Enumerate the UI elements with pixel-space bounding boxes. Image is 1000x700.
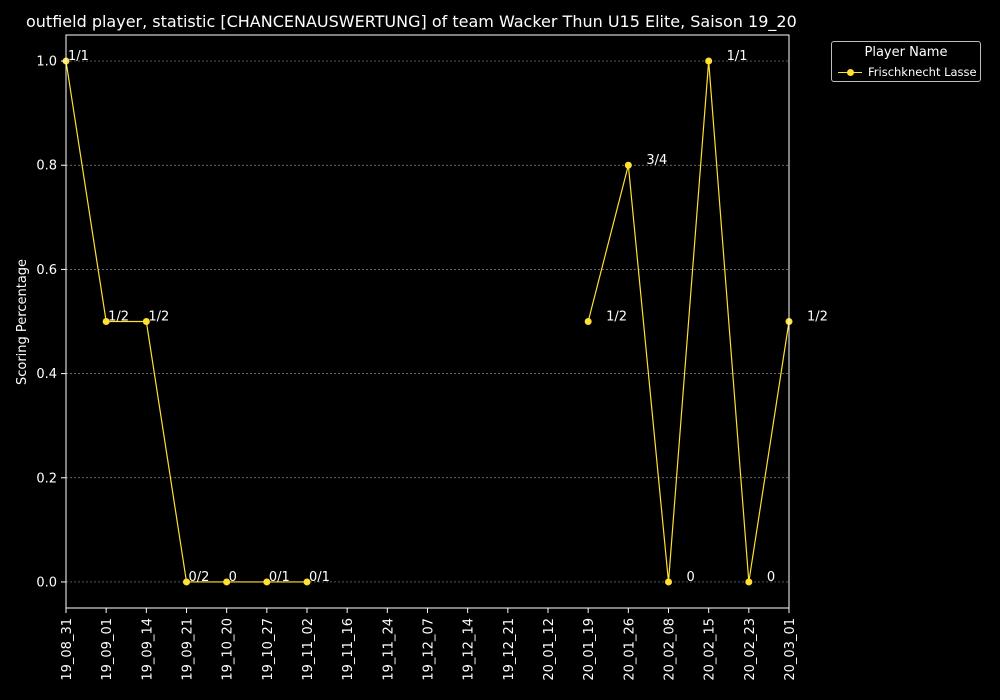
x-tick-label: 20_01_19 (582, 618, 597, 681)
x-tick-label: 20_01_26 (622, 618, 637, 681)
data-label: 1/2 (108, 310, 129, 325)
legend: Player Name Frischknecht Lasse (831, 41, 981, 82)
data-label: 1/1 (727, 49, 748, 64)
grid-lines (66, 60, 789, 583)
x-tick-label: 20_02_15 (703, 618, 718, 681)
x-tick-label: 19_11_16 (341, 618, 356, 681)
data-label: 1/2 (606, 310, 627, 325)
x-tick-label: 19_11_24 (381, 618, 396, 681)
data-point (142, 318, 150, 325)
data-point (183, 578, 190, 586)
data-label: 1/1 (68, 49, 89, 64)
data-point (705, 57, 713, 65)
x-tick-label: 19_11_02 (301, 618, 316, 681)
legend-label: Frischknecht Lasse (868, 65, 977, 79)
x-tick-label: 20_01_12 (542, 618, 557, 681)
data-label: 0/1 (269, 570, 290, 585)
x-tick-label: 19_08_31 (60, 618, 75, 681)
plot-frame (65, 34, 790, 609)
data-label: 3/4 (646, 153, 667, 168)
x-tick-label: 20_02_08 (663, 618, 678, 681)
series-line (587, 60, 790, 583)
data-point (624, 161, 632, 169)
data-label: 0/2 (189, 570, 210, 585)
y-axis-label: Scoring Percentage (15, 259, 30, 385)
x-tick-label: 19_10_20 (221, 618, 236, 681)
data-label: 0 (767, 570, 775, 585)
y-tick-label: 1.0 (36, 55, 57, 70)
data-label: 1/2 (148, 310, 169, 325)
legend-title: Player Name (864, 45, 948, 60)
y-tick-label: 0.0 (36, 575, 57, 590)
data-label: 0 (229, 570, 237, 585)
x-axis-ticks: 19_08_31 19_09_01 19_09_14 19_09_21 19_10_20… (60, 608, 798, 681)
y-tick-label: 0.4 (36, 367, 57, 382)
legend-dot-marker (847, 69, 854, 76)
x-tick-label: 19_12_14 (462, 618, 477, 681)
data-point (584, 318, 592, 325)
x-tick-label: 19_12_07 (422, 618, 437, 681)
x-tick-label: 19_10_27 (261, 618, 276, 681)
data-label: 0 (687, 570, 695, 585)
y-tick-label: 0.6 (36, 263, 57, 278)
data-point (263, 578, 271, 586)
x-tick-label: 20_03_01 (783, 618, 798, 681)
x-tick-label: 19_09_01 (100, 618, 115, 681)
data-labels: 1/1 1/2 1/2 0/2 0 0/1 0/1 1/2 3/4 0 1/1 0 1/2 (68, 49, 828, 585)
data-point (303, 578, 311, 586)
data-point (102, 318, 110, 325)
x-tick-label: 19_09_14 (140, 618, 155, 681)
chart-title: outfield player, statistic [CHANCENAUSWE… (26, 12, 797, 32)
data-point (665, 578, 672, 586)
y-tick-label: 0.2 (36, 471, 57, 486)
series-group (62, 57, 793, 586)
data-label: 0/1 (309, 570, 330, 585)
x-tick-label: 19_12_21 (502, 618, 517, 681)
data-point (223, 578, 231, 586)
series-line (65, 60, 307, 583)
data-point (745, 578, 753, 586)
y-axis-ticks: 0.0 0.2 0.4 0.6 0.8 1.0 (36, 55, 66, 590)
y-tick-label: 0.8 (36, 159, 57, 174)
x-tick-label: 19_09_21 (181, 618, 196, 681)
legend-entry[interactable]: Frischknecht Lasse (836, 65, 982, 79)
data-label: 1/2 (807, 310, 828, 325)
x-tick-label: 20_02_23 (743, 618, 758, 681)
